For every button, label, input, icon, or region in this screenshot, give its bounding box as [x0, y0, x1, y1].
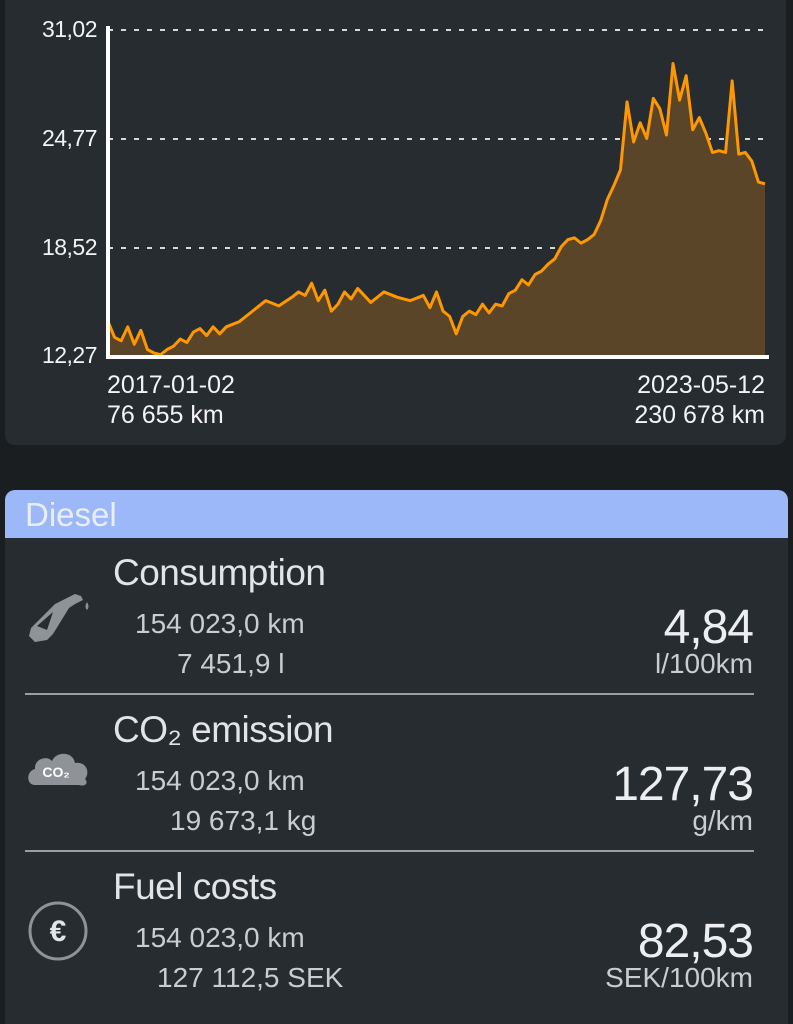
stat-title: CO₂ emission	[113, 709, 334, 750]
price-chart	[106, 26, 769, 359]
price-chart-card: 31,02 24,77 18,52 12,27 2017-01-02 76 65…	[5, 0, 786, 445]
stat-unit: SEK/100km	[605, 962, 753, 993]
y-tick-label: 12,27	[41, 342, 98, 368]
stat-distance: 154 023,0 km	[135, 765, 305, 796]
fuel-type-header[interactable]: Diesel	[5, 490, 788, 538]
stat-amount: 127 112,5 SEK	[157, 962, 344, 993]
y-tick-label: 31,02	[41, 16, 98, 42]
co2-icon-text: CO₂	[42, 764, 69, 780]
divider	[25, 850, 754, 852]
x-start-date: 2017-01-02	[107, 371, 235, 399]
stat-unit: g/km	[692, 805, 753, 836]
stat-value: 4,84	[663, 601, 754, 654]
y-tick-label: 18,52	[41, 234, 98, 260]
co2-cloud-icon: CO₂	[28, 753, 88, 786]
fuel-summary-card: Diesel Consumption 154 023,0 km 7 451,9 …	[5, 490, 788, 1024]
consumption-row[interactable]: Consumption 154 023,0 km 7 451,9 l 4,84 …	[5, 538, 788, 695]
co2-emission-row[interactable]: CO₂ CO₂ emission 154 023,0 km 19 673,1 k…	[5, 695, 788, 852]
y-tick-label: 24,77	[41, 125, 98, 151]
stat-amount: 19 673,1 kg	[170, 805, 317, 836]
price-area	[108, 63, 765, 357]
x-start-label: 2017-01-02 76 655 km	[107, 370, 235, 430]
price-line	[106, 61, 766, 357]
stat-title: Fuel costs	[113, 866, 277, 907]
fuel-pump-icon	[29, 594, 89, 642]
divider	[25, 693, 754, 695]
stat-unit: l/100km	[654, 648, 753, 679]
stat-title: Consumption	[113, 552, 326, 593]
euro-icon: €	[28, 901, 88, 961]
fuel-costs-row[interactable]: € Fuel costs 154 023,0 km 127 112,5 SEK …	[5, 852, 788, 1009]
stat-distance: 154 023,0 km	[135, 922, 305, 953]
stat-distance: 154 023,0 km	[135, 608, 305, 639]
stat-value: 127,73	[612, 758, 754, 811]
x-start-odometer: 76 655 km	[107, 401, 224, 429]
x-end-odometer: 230 678 km	[634, 401, 765, 429]
svg-text:€: €	[50, 915, 67, 948]
stat-value: 82,53	[637, 915, 754, 968]
x-end-date: 2023-05-12	[637, 371, 765, 399]
stat-amount: 7 451,9 l	[177, 648, 285, 679]
x-end-label: 2023-05-12 230 678 km	[634, 370, 765, 430]
